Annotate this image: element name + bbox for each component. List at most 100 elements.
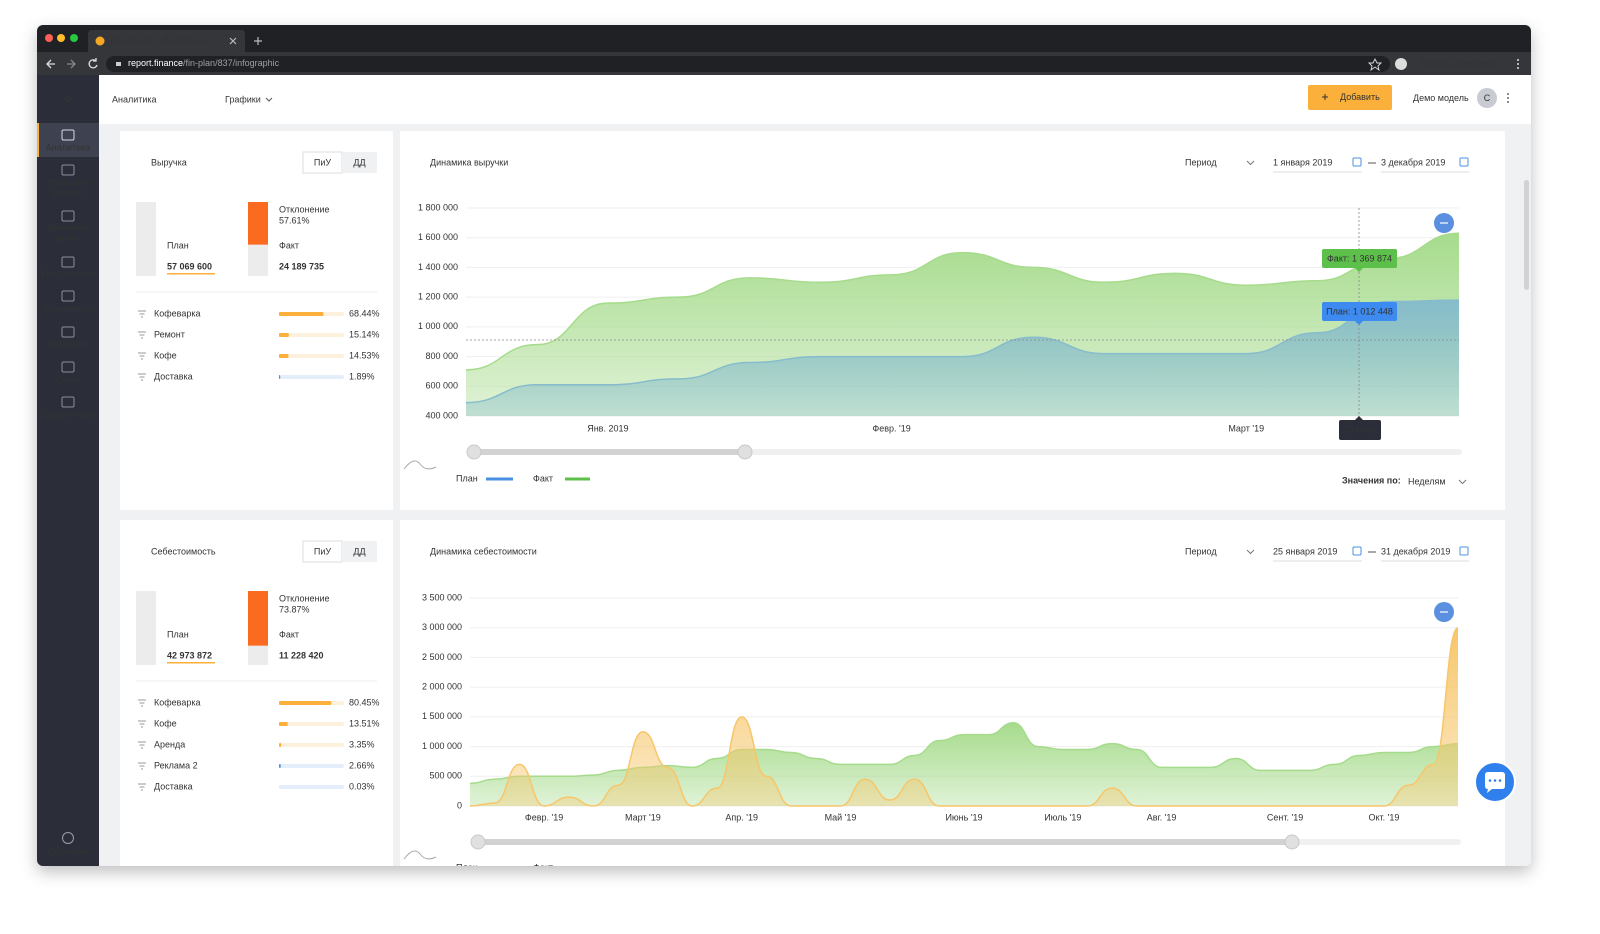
sidebar-item[interactable]: Документы xyxy=(45,303,91,313)
date-from[interactable]: 25 января 2019 xyxy=(1273,546,1337,556)
values-by[interactable]: Неделям xyxy=(1408,476,1446,486)
item-track xyxy=(279,785,344,789)
avatar[interactable] xyxy=(1477,88,1497,108)
y-tick-label: 1 500 000 xyxy=(422,711,462,721)
item-name: Доставка xyxy=(154,371,193,381)
summary-panel xyxy=(120,520,393,866)
model[interactable]: Демо модель xyxy=(1413,93,1469,103)
help-icon[interactable] xyxy=(62,832,74,844)
calendar-icon xyxy=(1459,157,1469,167)
item-track xyxy=(279,722,344,726)
item-name: Кофеварка xyxy=(154,697,201,707)
calendar-icon xyxy=(1459,546,1469,556)
forward[interactable] xyxy=(67,59,76,69)
y-tick-label: 1 400 000 xyxy=(418,262,458,272)
new-tab[interactable] xyxy=(254,37,262,45)
sidebar-item[interactable]: Прибыли xyxy=(49,177,87,187)
url: report.finance/fin-plan/837/infographic xyxy=(128,58,280,68)
sidebar-icon[interactable] xyxy=(61,361,75,373)
tab-close[interactable] xyxy=(229,37,237,45)
sidebar-icon[interactable] xyxy=(61,326,75,338)
url-path: /fin-plan/837/infographic xyxy=(183,58,280,68)
address-bar[interactable] xyxy=(106,56,1390,72)
deviation-label: Отклонение xyxy=(279,204,330,214)
item-bar xyxy=(279,764,281,768)
item-bar xyxy=(279,333,289,337)
sidebar-icon[interactable] xyxy=(61,396,75,408)
add-button[interactable] xyxy=(1308,85,1392,110)
plan-bar xyxy=(136,202,156,276)
tab-label[interactable]: ПиУ xyxy=(314,546,331,556)
add-button-label[interactable]: Добавить xyxy=(1340,92,1380,102)
sidebar-icon[interactable] xyxy=(61,210,75,222)
plan-label: План xyxy=(167,240,189,250)
item-value: 1.89% xyxy=(349,371,375,381)
legend-label: План xyxy=(456,862,478,872)
sidebar-item[interactable]: Платежи xyxy=(50,338,87,348)
slider-handle[interactable] xyxy=(470,834,486,850)
sidebar-active-bar xyxy=(37,123,39,157)
tab-label[interactable]: ПиУ xyxy=(314,157,331,167)
reload[interactable] xyxy=(88,58,98,69)
sidebar-item[interactable]: денег xyxy=(56,232,80,242)
item-value: 15.14% xyxy=(349,329,380,339)
item-bar xyxy=(279,375,281,379)
window-button[interactable] xyxy=(70,34,78,42)
date-to[interactable]: 3 декабря 2019 xyxy=(1381,157,1445,167)
avatar-letter: С xyxy=(1484,93,1491,103)
plan-underline xyxy=(167,662,215,664)
chevron xyxy=(1458,479,1467,485)
tab[interactable] xyxy=(88,30,245,52)
date-to[interactable]: 31 декабря 2019 xyxy=(1381,546,1450,556)
back[interactable] xyxy=(46,59,55,69)
slider-handle[interactable] xyxy=(466,444,482,460)
logo: Ф xyxy=(64,94,72,104)
sidebar-icon[interactable] xyxy=(61,129,75,141)
y-tick-label: 3 500 000 xyxy=(422,592,462,602)
x-tick-label: Сент. '19 xyxy=(1267,812,1303,822)
sidebar-item[interactable]: Контрагенты xyxy=(41,268,94,278)
slider-handle[interactable] xyxy=(737,444,753,460)
sidebar-item[interactable]: Аналитика xyxy=(46,142,91,152)
y-tick-label: 1 200 000 xyxy=(418,292,458,302)
tab-label[interactable]: ДД xyxy=(353,546,365,556)
y-tick-label: 1 000 000 xyxy=(418,321,458,331)
period-label[interactable]: Период xyxy=(1185,157,1217,167)
item-value: 3.35% xyxy=(349,739,375,749)
item-bar xyxy=(279,312,324,316)
bookmark[interactable] xyxy=(1367,57,1383,72)
date-tooltip xyxy=(1339,420,1381,440)
item-bar xyxy=(279,354,289,358)
period-label[interactable]: Период xyxy=(1185,546,1217,556)
x-tick-label: Янв. 2019 xyxy=(587,423,628,433)
view-dropdown[interactable]: Графики xyxy=(225,94,261,104)
filter-icon xyxy=(138,331,146,339)
tab-button[interactable] xyxy=(342,152,377,173)
area xyxy=(470,722,1458,806)
summary-title: Себестоимость xyxy=(151,546,216,556)
sidebar-icon[interactable] xyxy=(61,290,75,302)
y-tick-label: 600 000 xyxy=(425,381,458,391)
sidebar-icon[interactable] xyxy=(61,164,75,176)
window-button[interactable] xyxy=(57,34,65,42)
tab-button[interactable] xyxy=(342,541,377,562)
sidebar-item[interactable]: Справочники xyxy=(41,409,96,419)
sidebar-item[interactable]: убытки xyxy=(53,187,82,197)
help[interactable]: Обучение xyxy=(47,846,88,856)
sidebar-icon[interactable] xyxy=(61,256,75,268)
item-bar xyxy=(279,701,332,705)
filter-icon xyxy=(138,783,146,791)
item-value: 80.45% xyxy=(349,697,380,707)
item-name: Кофеварка xyxy=(154,308,201,318)
menu-dot xyxy=(1517,67,1519,69)
tab-label[interactable]: ДД xyxy=(353,157,365,167)
x-tick-label: Июнь '19 xyxy=(945,812,982,822)
date-from[interactable]: 1 января 2019 xyxy=(1273,157,1332,167)
fact-label: Факт xyxy=(279,240,299,250)
tooltip-pointer xyxy=(1355,416,1363,420)
sidebar-item[interactable]: Счета xyxy=(56,374,81,384)
sidebar-item[interactable]: Движение xyxy=(47,222,89,232)
area xyxy=(466,300,1459,416)
slider-handle[interactable] xyxy=(1284,834,1300,850)
window-button[interactable] xyxy=(45,34,53,42)
